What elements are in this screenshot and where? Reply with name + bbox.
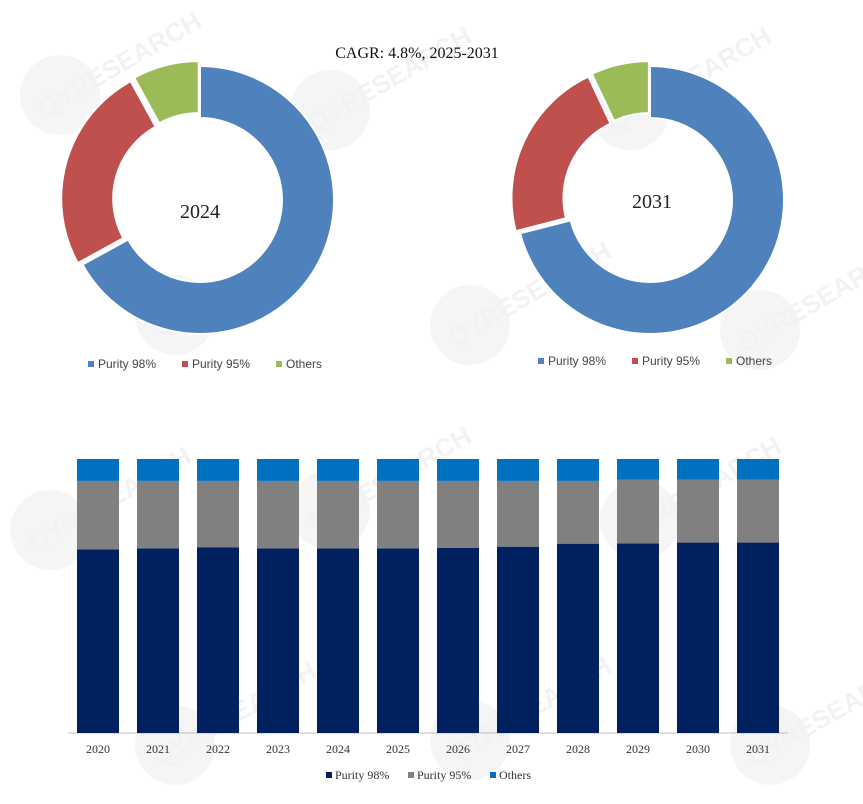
bar-segment-others <box>197 459 239 481</box>
bar-segment-others <box>437 459 479 481</box>
donut-slice-others <box>590 60 650 123</box>
bar-segment-purity-95 <box>317 480 359 549</box>
bar-segment-purity-98 <box>317 548 359 733</box>
bar-segment-purity-95 <box>497 480 539 547</box>
bar-segment-purity-98 <box>137 548 179 733</box>
bar-segment-purity-98 <box>77 549 119 733</box>
bar-segment-purity-95 <box>677 479 719 543</box>
donut-slice-others <box>132 60 200 125</box>
bar-segment-purity-95 <box>377 480 419 549</box>
donut-slice-purity-98 <box>518 64 785 335</box>
bar-segment-others <box>677 459 719 480</box>
legend-swatch <box>182 361 188 367</box>
donut-slice-purity-95 <box>60 79 158 265</box>
x-tick-label: 2022 <box>206 742 230 756</box>
bar-segment-others <box>77 459 119 481</box>
bar-segment-purity-95 <box>437 480 479 548</box>
bar-segment-purity-98 <box>737 542 779 733</box>
stacked-bar-chart: 2020 2021 2022 2023 2024 2025 2026 2027 2028 2029… <box>68 459 788 782</box>
bar-segment-others <box>737 459 779 480</box>
watermark: QYRESEARCH <box>290 20 476 150</box>
bar-segment-purity-95 <box>737 479 779 543</box>
legend-swatch <box>408 772 414 778</box>
bar-segment-purity-98 <box>557 543 599 733</box>
x-tick-label: 2031 <box>746 742 770 756</box>
legend-label: Purity 98% <box>548 354 606 368</box>
bar-segment-purity-98 <box>257 548 299 733</box>
bar-segment-others <box>497 459 539 481</box>
legend-label: Others <box>286 357 322 371</box>
legend-swatch <box>632 358 638 364</box>
x-tick-label: 2025 <box>386 742 410 756</box>
bar-segment-others <box>257 459 299 481</box>
legend-label: Purity 95% <box>192 357 250 371</box>
legend-swatch <box>726 358 732 364</box>
bar-segment-purity-95 <box>557 480 599 544</box>
bar-segment-others <box>137 459 179 481</box>
x-tick-label: 2020 <box>86 742 110 756</box>
bar-segment-others <box>377 459 419 481</box>
x-tick-label: 2029 <box>626 742 650 756</box>
bar-segment-purity-95 <box>137 480 179 549</box>
chart-subtitle: CAGR: 4.8%, 2025-2031 <box>335 45 499 62</box>
legend-label: Others <box>499 768 531 782</box>
donut-chart-2031: 2031 Purity 98% Purity 95% Others <box>510 60 785 368</box>
donut-slice-purity-98 <box>81 64 335 335</box>
bar-segment-purity-98 <box>677 542 719 733</box>
legend-swatch <box>490 772 496 778</box>
bar-segment-purity-95 <box>197 480 239 548</box>
legend-swatch <box>276 361 282 367</box>
x-tick-label: 2026 <box>446 742 470 756</box>
bar-segment-others <box>317 459 359 481</box>
legend-label: Purity 98% <box>98 357 156 371</box>
bar-segment-purity-95 <box>617 479 659 544</box>
bar-segment-purity-95 <box>257 480 299 549</box>
x-tick-label: 2027 <box>506 742 530 756</box>
bar-segment-purity-98 <box>497 546 539 733</box>
x-tick-label: 2030 <box>686 742 710 756</box>
legend-label: Others <box>736 354 772 368</box>
legend-label: Purity 98% <box>335 768 389 782</box>
bar-segment-purity-98 <box>437 547 479 733</box>
donut-chart-2024: 2024 Purity 98% Purity 95% Others <box>60 60 335 371</box>
bar-segment-purity-98 <box>377 548 419 733</box>
x-tick-label: 2028 <box>566 742 590 756</box>
donut-slice-purity-95 <box>510 75 612 233</box>
x-tick-label: 2024 <box>326 742 350 756</box>
bar-segment-others <box>557 459 599 481</box>
x-tick-label: 2023 <box>266 742 290 756</box>
legend-swatch <box>326 772 332 778</box>
legend-swatch <box>538 358 544 364</box>
legend-swatch <box>88 361 94 367</box>
x-tick-label: 2021 <box>146 742 170 756</box>
donut-center-label: 2024 <box>180 201 220 223</box>
bar-segment-purity-98 <box>197 547 239 733</box>
legend-label: Purity 95% <box>642 354 700 368</box>
bar-segment-purity-95 <box>77 480 119 550</box>
donut-center-label: 2031 <box>632 191 672 213</box>
legend-label: Purity 95% <box>417 768 471 782</box>
bar-segment-others <box>617 459 659 480</box>
bar-segment-purity-98 <box>617 543 659 733</box>
